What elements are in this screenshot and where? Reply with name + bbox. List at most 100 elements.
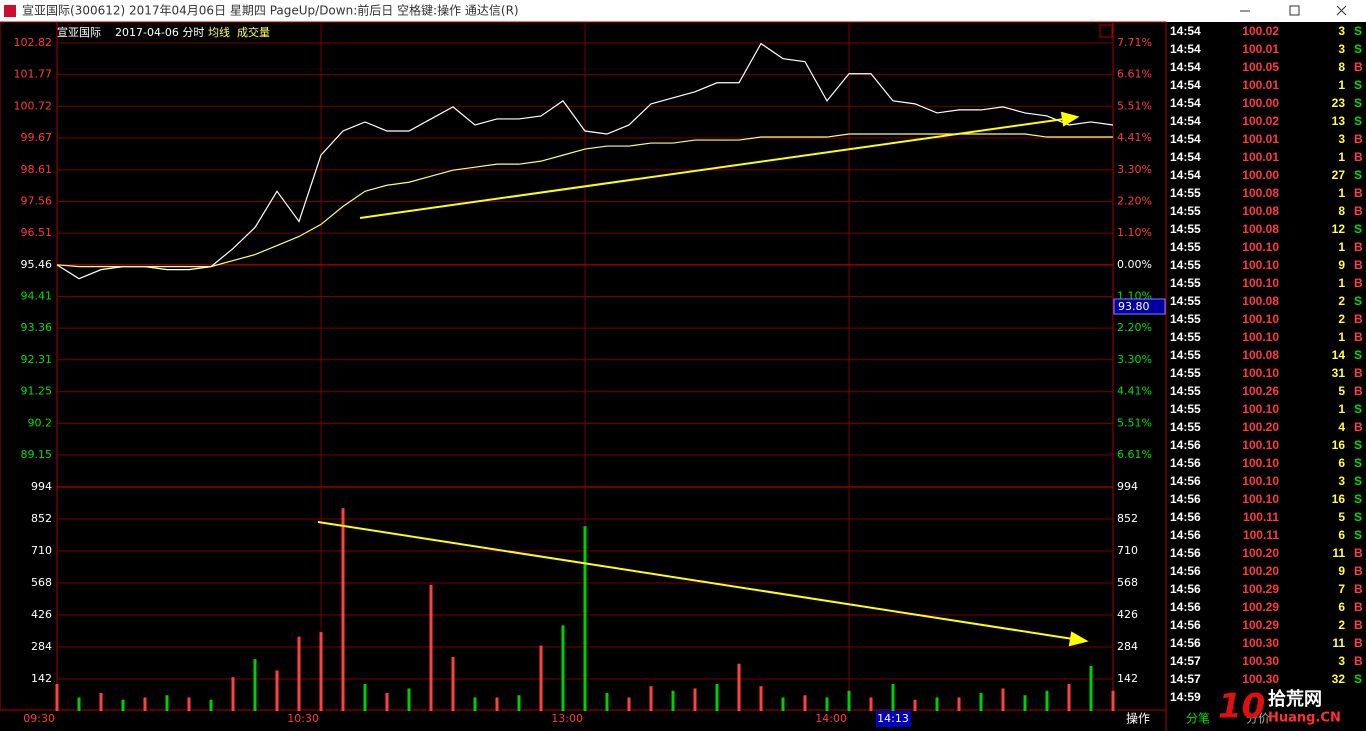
trade-volume: 31 [1332, 366, 1346, 380]
volume-bar [913, 699, 917, 711]
stock-name: 宣亚国际 [57, 25, 101, 39]
trade-price: 100.10 [1242, 276, 1279, 290]
arrow-down [317, 521, 1074, 640]
panel-button[interactable] [1099, 24, 1113, 38]
y-tick-label: 101.77 [14, 68, 53, 81]
trade-price: 100.10 [1242, 258, 1279, 272]
volume-bar [209, 699, 213, 711]
trade-side: S [1354, 672, 1362, 686]
volume-bar [627, 697, 631, 711]
volume-tick-label: 852 [31, 512, 52, 525]
watermark: 10 拾荒网 Huang.CN [1218, 687, 1341, 727]
close-button[interactable] [1336, 5, 1347, 16]
trade-time: 14:57 [1170, 672, 1201, 686]
volume-tick-label: 568 [1117, 576, 1138, 589]
trade-time: 14:55 [1170, 312, 1201, 326]
trade-side: B [1354, 132, 1363, 146]
trade-side: S [1354, 474, 1362, 488]
volume-bar [319, 632, 323, 711]
y-tick-label: 94.41 [21, 289, 53, 302]
volume-bar [143, 697, 147, 711]
price-line [56, 42, 1114, 280]
volume-tick-label: 710 [31, 544, 52, 557]
trade-side: S [1354, 78, 1362, 92]
trade-volume: 14 [1332, 348, 1346, 362]
trade-time: 14:55 [1170, 366, 1201, 380]
trade-volume: 1 [1338, 78, 1345, 92]
y-tick-label: 95.46 [21, 258, 53, 271]
trade-price: 100.11 [1243, 528, 1279, 542]
trade-time: 14:55 [1170, 402, 1201, 416]
y-tick-label: 89.15 [21, 448, 53, 461]
volume-bar [363, 683, 367, 711]
trade-side: S [1354, 492, 1362, 506]
trade-time: 14:55 [1170, 420, 1201, 434]
trade-time: 14:56 [1170, 582, 1201, 596]
volume-tick-label: 994 [1117, 480, 1138, 493]
trade-time: 14:54 [1170, 42, 1201, 56]
trade-side: S [1354, 294, 1362, 308]
trade-side: B [1354, 564, 1363, 578]
volume-tick-label: 284 [31, 640, 52, 653]
trade-time: 14:56 [1170, 546, 1201, 560]
y2-tick-label: 5.51% [1117, 416, 1152, 429]
trade-price: 100.08 [1242, 348, 1279, 362]
volume-bar [869, 697, 873, 711]
trade-price: 100.10 [1242, 330, 1279, 344]
tab[interactable]: 分笔 [1186, 711, 1210, 726]
volume-bar [77, 697, 81, 711]
volume-bar [715, 683, 719, 711]
trade-volume: 8 [1338, 60, 1345, 74]
trade-side: S [1354, 24, 1362, 38]
y-tick-label: 93.36 [21, 321, 53, 334]
trade-list: 14:54 100.02 3 S14:54 100.01 3 S14:54 100.05 8 B1… [1170, 24, 1363, 704]
trade-volume: 11 [1332, 636, 1345, 650]
volume-bar [605, 692, 609, 711]
trade-side: S [1354, 402, 1362, 416]
tab[interactable]: 分价 [1246, 712, 1270, 726]
trade-time: 14:54 [1170, 78, 1201, 92]
volume-bar [99, 692, 103, 711]
title-bar [0, 0, 1366, 22]
trade-time: 14:55 [1170, 240, 1201, 254]
volume-bar [517, 695, 521, 711]
chart-frame [0, 21, 1167, 711]
trade-price: 100.01 [1242, 132, 1279, 146]
trade-side: B [1354, 546, 1363, 560]
arrow-head [1068, 631, 1089, 647]
volume-bar [781, 697, 785, 711]
trade-time: 14:55 [1170, 294, 1201, 308]
restore-button[interactable] [1289, 5, 1300, 16]
trade-side: S [1354, 528, 1362, 542]
watermark-number: 10 [1218, 687, 1265, 727]
window-title: 宣亚国际(300612) 2017年04月06日 星期四 PageUp/Down… [22, 3, 519, 18]
tab[interactable]: 操作 [1126, 711, 1150, 726]
volume-bar [803, 695, 807, 711]
trade-price: 100.08 [1242, 204, 1279, 218]
volume-bar [1001, 688, 1005, 711]
trade-side: B [1354, 312, 1363, 326]
trade-time: 14:55 [1170, 222, 1201, 236]
trade-volume: 11 [1332, 546, 1345, 560]
trade-volume: 1 [1338, 402, 1345, 416]
trade-volume: 9 [1338, 564, 1345, 578]
y2-tick-label: 6.61% [1117, 68, 1152, 81]
volume-bar [759, 686, 763, 711]
trade-volume: 5 [1338, 510, 1345, 524]
volume-bar [451, 656, 455, 711]
volume-bar [297, 636, 301, 711]
trade-volume: 2 [1338, 618, 1345, 632]
volume-bar [495, 697, 499, 711]
trade-side: S [1354, 456, 1362, 470]
volume-bar [891, 683, 895, 711]
x-tick-label: 14:00 [815, 712, 847, 725]
trade-side: B [1354, 582, 1363, 596]
trade-price: 100.10 [1242, 456, 1279, 470]
volume-tick-label: 142 [1117, 672, 1138, 685]
trade-side: B [1354, 276, 1363, 290]
trade-side: S [1354, 438, 1362, 452]
y-tick-label: 92.31 [21, 353, 53, 366]
trade-volume: 3 [1338, 42, 1345, 56]
trade-price: 100.05 [1242, 60, 1279, 74]
y2-tick-label: 5.51% [1117, 99, 1152, 112]
